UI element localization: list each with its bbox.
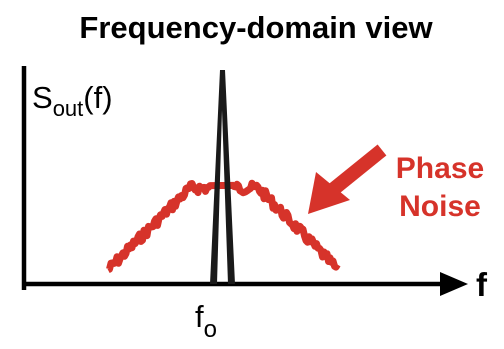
x-axis-arrowhead	[440, 272, 468, 296]
carrier-label: fo	[195, 299, 217, 343]
y-axis-label-main: S	[32, 80, 53, 115]
diagram-title: Frequency-domain view	[79, 10, 433, 45]
annotation-arrow	[308, 144, 387, 214]
y-axis-label-suffix: (f)	[83, 80, 112, 115]
phase-noise-skirt	[106, 179, 341, 273]
annotation-phase: Phase	[396, 152, 484, 185]
carrier-label-subscript: o	[204, 316, 217, 343]
carrier-spike	[210, 70, 235, 284]
carrier-label-main: f	[195, 299, 204, 334]
x-axis-label: f	[476, 266, 488, 303]
annotation-noise: Noise	[399, 190, 481, 223]
y-axis-label-subscript: out	[53, 96, 84, 121]
y-axis-label: Sout(f)	[32, 80, 113, 121]
